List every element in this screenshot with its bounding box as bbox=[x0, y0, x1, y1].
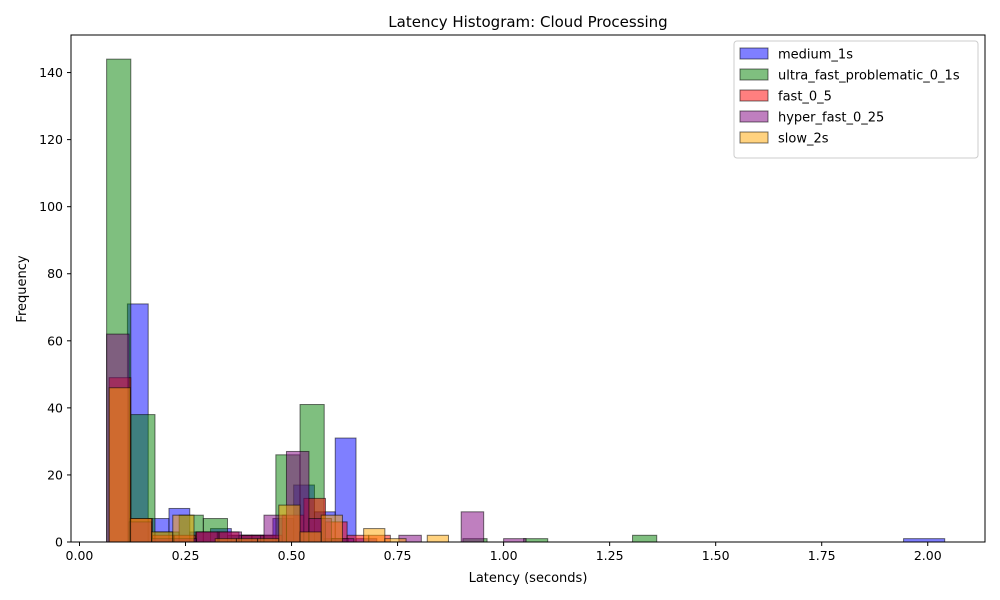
bar-hyper_fast_0_25-13 bbox=[503, 538, 527, 543]
legend-label-fast_0_5: fast_0_5 bbox=[778, 90, 832, 105]
x-tick-label: 1.25 bbox=[596, 548, 624, 563]
legend-swatch-fast_0_5 bbox=[739, 89, 769, 102]
legend-label-slow_2s: slow_2s bbox=[778, 132, 829, 147]
y-tick-label: 100 bbox=[39, 199, 63, 214]
bar-slow_2s-14 bbox=[426, 534, 449, 543]
y-tick-label: 0 bbox=[55, 535, 63, 550]
x-tick-label: 0.50 bbox=[278, 548, 306, 563]
series-ultra_fast_problematic_0_1s bbox=[106, 58, 658, 543]
x-axis-label: Latency (seconds) bbox=[469, 571, 588, 586]
x-axis-ticks: 0.00 0.25 0.50 0.75 1.00 1.25 1.50 1.75 2.00 bbox=[66, 542, 942, 563]
bar-medium_1s-13 bbox=[903, 538, 946, 543]
legend-swatch-ultra_fast_problematic_0_1s bbox=[739, 68, 769, 81]
bar-ultra_fast_problematic_0_1s-12 bbox=[632, 534, 658, 543]
x-tick-label: 0.25 bbox=[172, 548, 200, 563]
legend-swatch-medium_1s bbox=[739, 47, 769, 60]
legend-label-ultra_fast_problematic_0_1s: ultra_fast_problematic_0_1s bbox=[778, 69, 960, 84]
x-tick-label: 2.00 bbox=[914, 548, 942, 563]
legend-label-medium_1s: medium_1s bbox=[778, 48, 853, 63]
bar-hyper_fast_0_25-12 bbox=[460, 511, 485, 543]
bar-slow_2s-9 bbox=[299, 531, 322, 543]
x-tick-label: 1.50 bbox=[702, 548, 730, 563]
bar-slow_2s-0 bbox=[108, 387, 131, 543]
y-tick-label: 80 bbox=[47, 266, 63, 281]
chart-legend: medium_1s ultra_fast_problematic_0_1sfast… bbox=[733, 40, 979, 159]
y-tick-label: 20 bbox=[47, 467, 63, 482]
bar-slow_2s-5 bbox=[214, 538, 237, 543]
y-axis-label: Frequency bbox=[15, 255, 30, 322]
legend-label-hyper_fast_0_25: hyper_fast_0_25 bbox=[778, 111, 884, 126]
y-tick-label: 140 bbox=[39, 65, 63, 80]
bar-slow_2s-13 bbox=[384, 538, 407, 543]
bar-slow_2s-1 bbox=[129, 518, 153, 543]
bar-slow_2s-7 bbox=[257, 538, 280, 543]
bar-slow_2s-8 bbox=[278, 504, 301, 543]
bar-slow_2s-3 bbox=[172, 514, 195, 543]
legend-swatch-hyper_fast_0_25 bbox=[739, 110, 769, 123]
bar-slow_2s-12 bbox=[363, 528, 386, 543]
y-tick-label: 60 bbox=[47, 333, 63, 348]
bar-slow_2s-6 bbox=[235, 538, 259, 543]
bar-slow_2s-10 bbox=[320, 514, 343, 543]
bar-slow_2s-2 bbox=[151, 531, 174, 543]
y-axis-ticks: 0 20 40 60 80 100 120 140 bbox=[39, 65, 71, 550]
series-medium_1s bbox=[126, 303, 946, 543]
legend-swatch-slow_2s bbox=[739, 131, 769, 144]
x-tick-label: 1.75 bbox=[808, 548, 836, 563]
chart-title: Latency Histogram: Cloud Processing bbox=[388, 13, 667, 31]
y-tick-label: 120 bbox=[39, 132, 63, 147]
bar-ultra_fast_problematic_0_1s-11 bbox=[523, 538, 549, 543]
x-tick-label: 1.00 bbox=[490, 548, 518, 563]
plot-area-frame bbox=[70, 34, 986, 543]
y-tick-label: 40 bbox=[47, 400, 63, 415]
x-tick-label: 0.75 bbox=[384, 548, 412, 563]
x-tick-label: 0.00 bbox=[66, 548, 94, 563]
legend-frame bbox=[733, 40, 979, 159]
